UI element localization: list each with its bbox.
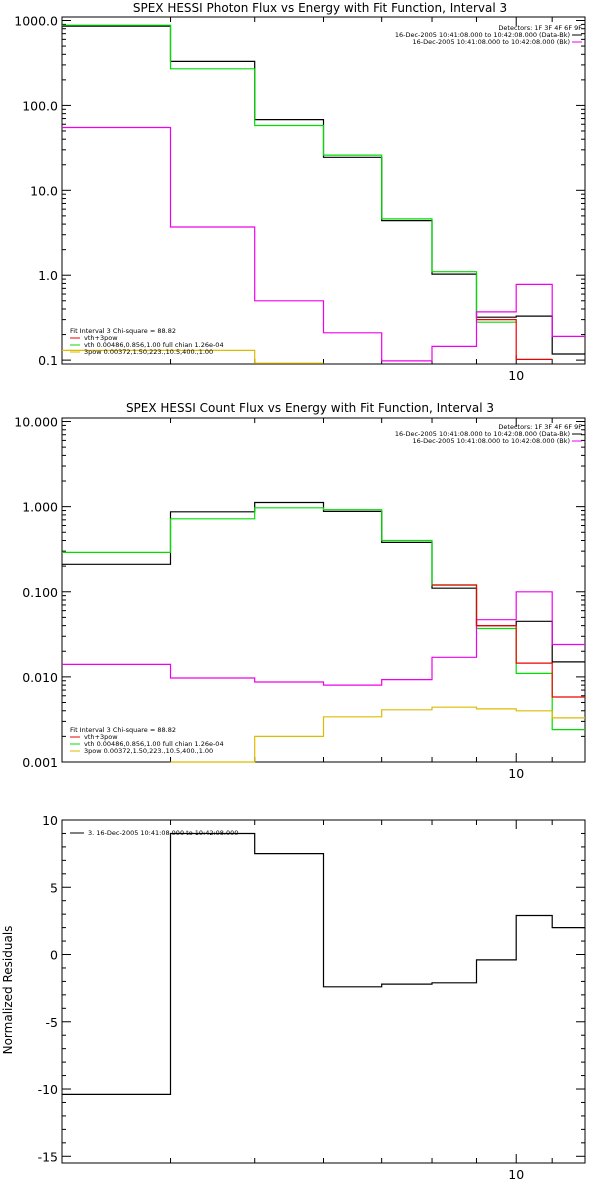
legend-3pow-params: 3pow 0.00372,1.50,223.,10.5,400.,1.00 bbox=[84, 348, 213, 356]
photon-flux-legend-bottom-left: Fit Interval 3 Chi-square = 88.82 vth+3p… bbox=[70, 327, 224, 356]
legend-fit-interval: Fit Interval 3 Chi-square = 88.82 bbox=[70, 327, 176, 335]
photon-flux-panel: SPEX HESSI Photon Flux vs Energy with Fi… bbox=[14, 1, 586, 383]
legend-detectors: Detectors: 1F 3F 4F 6F 9F bbox=[498, 423, 582, 431]
y-tick-label: 0.1 bbox=[38, 353, 58, 368]
series-line-4 bbox=[170, 706, 585, 763]
count-flux-frame bbox=[61, 417, 586, 763]
photon-flux-title: SPEX HESSI Photon Flux vs Energy with Fi… bbox=[133, 1, 507, 15]
photon-flux-legend-top-right: Detectors: 1F 3F 4F 6F 9F 16-Dec-2005 10… bbox=[395, 24, 582, 46]
count-flux-y-axis: 0.001 0.010 0.100 1.000 10.000 bbox=[14, 415, 585, 770]
legend-vth-params: vth 0.00486,0.856,1.00 full chian 1.26e-… bbox=[84, 341, 224, 349]
legend-3pow-params: 3pow 0.00372,1.50,223.,10.5,400.,1.00 bbox=[84, 747, 213, 755]
y-tick-label: 0.001 bbox=[22, 755, 58, 770]
legend-vth-params: vth 0.00486,0.856,1.00 full chian 1.26e-… bbox=[84, 740, 224, 748]
x-tick-label: 10 bbox=[508, 766, 524, 781]
legend-data-minus-bk: 16-Dec-2005 10:41:08.000 to 10:42:08.000… bbox=[395, 31, 570, 39]
count-flux-legend-bottom-left: Fit Interval 3 Chi-square = 88.82 vth+3p… bbox=[70, 726, 224, 755]
residuals-x-axis: 10 bbox=[170, 820, 553, 1182]
legend-data-minus-bk: 16-Dec-2005 10:41:08.000 to 10:42:08.000… bbox=[395, 430, 570, 438]
count-flux-legend-top-right: Detectors: 1F 3F 4F 6F 9F 16-Dec-2005 10… bbox=[395, 423, 582, 445]
count-flux-series bbox=[62, 501, 585, 763]
y-tick-label: 1.0 bbox=[38, 268, 58, 283]
y-tick-label: 5 bbox=[50, 880, 58, 895]
legend-background: 16-Dec-2005 10:41:08.000 to 10:42:08.000… bbox=[413, 437, 571, 445]
series-line-0 bbox=[62, 832, 585, 1095]
series-line-3 bbox=[432, 584, 585, 698]
residuals-series bbox=[62, 832, 585, 1095]
series-line-1 bbox=[62, 24, 517, 323]
y-tick-label: -5 bbox=[46, 1015, 58, 1030]
y-tick-label: 10 bbox=[42, 813, 58, 828]
series-line-4 bbox=[62, 349, 324, 364]
count-flux-title: SPEX HESSI Count Flux vs Energy with Fit… bbox=[126, 401, 494, 415]
series-line-2 bbox=[62, 126, 585, 362]
y-tick-label: -10 bbox=[38, 1082, 58, 1097]
legend-fit-interval: Fit Interval 3 Chi-square = 88.82 bbox=[70, 726, 176, 734]
series-line-3 bbox=[476, 319, 553, 360]
count-flux-x-axis: 10 bbox=[170, 418, 553, 781]
legend-vth-3pow: vth+3pow bbox=[84, 334, 118, 342]
residuals-y-axis-label: Normalized Residuals bbox=[1, 926, 15, 1055]
y-tick-label: 0.010 bbox=[22, 670, 58, 685]
series-line-1 bbox=[62, 507, 585, 731]
x-tick-label: 10 bbox=[508, 368, 524, 383]
series-line-0 bbox=[62, 25, 585, 355]
x-tick-label: 10 bbox=[508, 1167, 524, 1182]
y-tick-label: 0.100 bbox=[22, 585, 58, 600]
y-tick-label: -15 bbox=[38, 1149, 58, 1164]
residuals-panel: Normalized Residuals -15 -10 -5 0 5 10 10 3. … bbox=[1, 813, 586, 1182]
count-flux-panel: SPEX HESSI Count Flux vs Energy with Fit… bbox=[14, 401, 586, 781]
y-tick-label: 0 bbox=[50, 948, 58, 963]
series-line-0 bbox=[62, 501, 585, 663]
y-tick-label: 10.000 bbox=[14, 415, 58, 430]
y-tick-label: 1000.0 bbox=[14, 14, 58, 29]
photon-flux-series bbox=[62, 24, 585, 364]
legend-background: 16-Dec-2005 10:41:08.000 to 10:42:08.000… bbox=[413, 38, 571, 46]
photon-flux-x-axis: 10 bbox=[170, 17, 553, 383]
photon-flux-y-axis: 0.1 1.0 10.0 100.0 1000.0 bbox=[14, 14, 585, 368]
residuals-y-axis: -15 -10 -5 0 5 10 bbox=[38, 813, 585, 1164]
legend-vth-3pow: vth+3pow bbox=[84, 733, 118, 741]
y-tick-label: 100.0 bbox=[22, 98, 58, 113]
residuals-legend: 3. 16-Dec-2005 10:41:08.000 to 10:42:08.… bbox=[70, 829, 238, 837]
y-tick-label: 1.000 bbox=[22, 500, 58, 515]
legend-interval-time: 3. 16-Dec-2005 10:41:08.000 to 10:42:08.… bbox=[88, 829, 238, 837]
y-tick-label: 10.0 bbox=[30, 183, 58, 198]
series-line-2 bbox=[62, 591, 585, 686]
legend-detectors: Detectors: 1F 3F 4F 6F 9F bbox=[498, 24, 582, 32]
